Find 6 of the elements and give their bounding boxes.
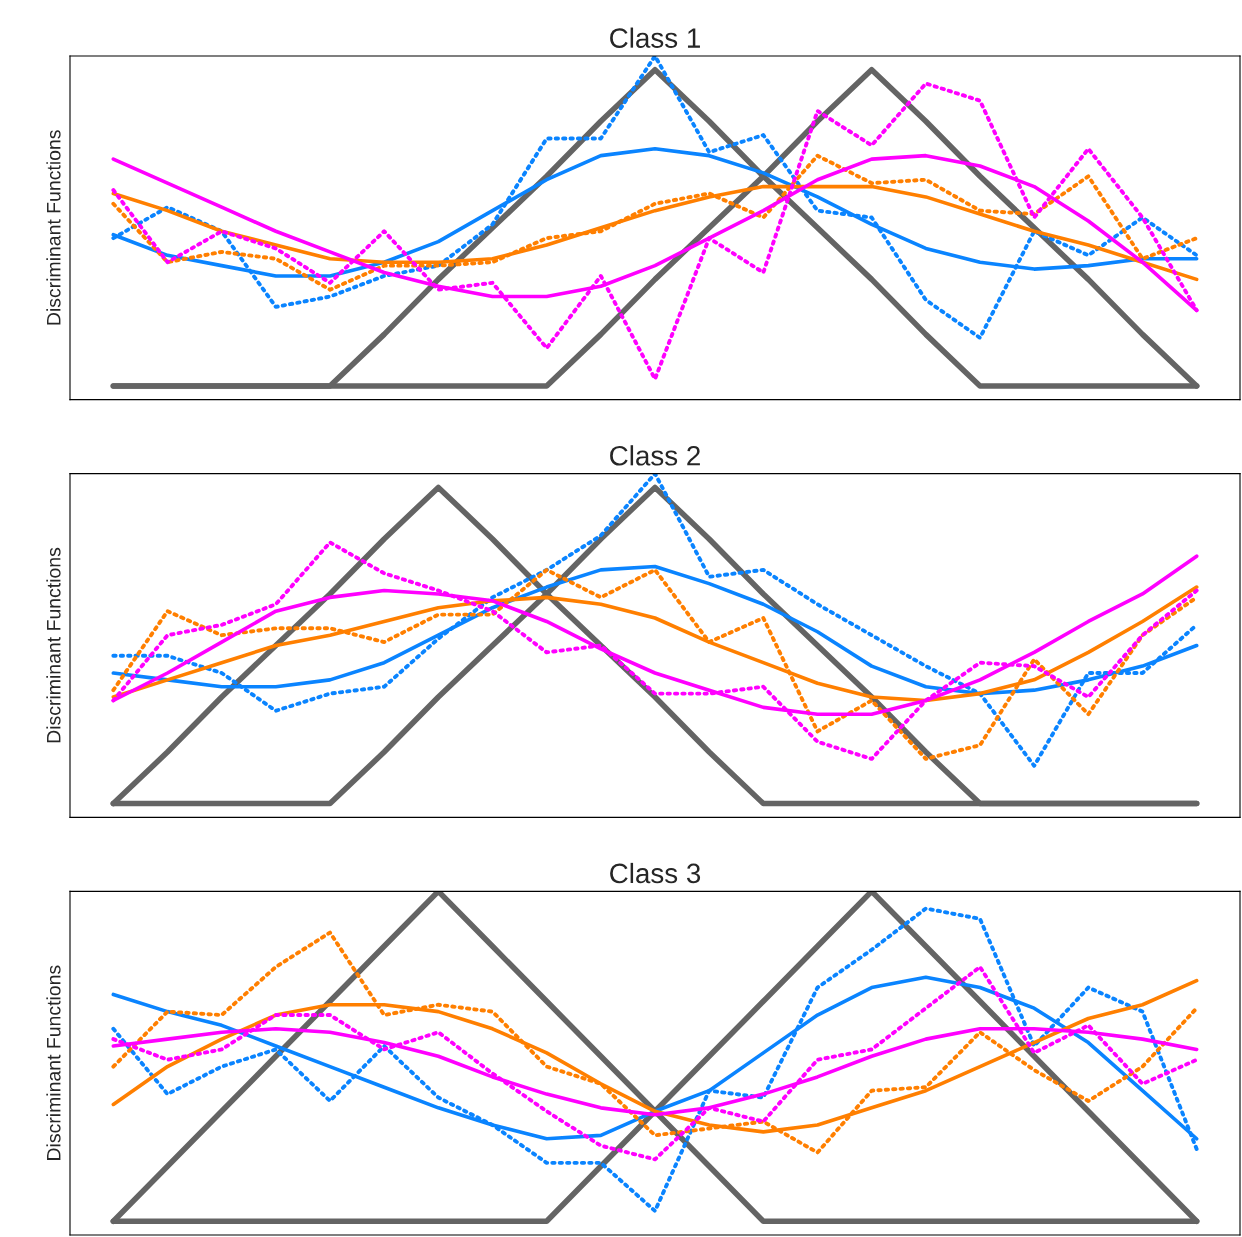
chart-title: Class 2 — [610, 445, 700, 466]
y-axis-title: Discriminant Functions — [46, 130, 61, 325]
y-axis-title: Discriminant Functions — [46, 547, 61, 743]
chart-title: Class 3 — [610, 862, 701, 884]
y-axis-title: Discriminant Functions — [46, 965, 61, 1160]
chart-title: Class 1 — [610, 27, 700, 48]
